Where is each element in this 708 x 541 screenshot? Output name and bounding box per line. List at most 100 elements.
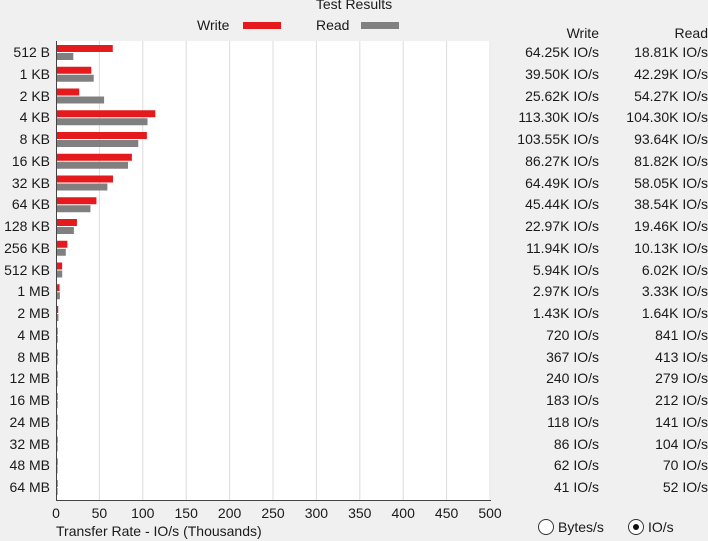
y-tick-label: 32 KB xyxy=(11,174,50,191)
x-tick-label: 350 xyxy=(348,505,372,521)
write-value: 103.55K IO/s xyxy=(517,131,599,147)
read-value: 212 IO/s xyxy=(655,392,708,408)
write-value: 25.62K IO/s xyxy=(525,87,599,104)
read-bar xyxy=(57,466,58,474)
read-bar xyxy=(57,96,105,104)
write-value: 39.50K IO/s xyxy=(525,65,599,82)
y-tick-label: 1 KB xyxy=(19,65,50,82)
write-bar xyxy=(57,349,58,357)
write-bar xyxy=(57,306,59,313)
io-per-second-radio[interactable]: IO/s xyxy=(628,518,674,536)
write-bar xyxy=(57,262,63,270)
write-value: 64.25K IO/s xyxy=(525,44,599,60)
write-value: 1.43K IO/s xyxy=(532,305,599,321)
write-value: 5.94K IO/s xyxy=(532,261,599,278)
y-tick-label: 32 MB xyxy=(9,435,50,452)
read-value: 413 IO/s xyxy=(655,348,708,365)
bytes-per-second-radio[interactable]: Bytes/s xyxy=(538,518,604,536)
write-column-header: Write xyxy=(566,25,599,41)
write-bar xyxy=(57,132,147,139)
read-bar xyxy=(57,161,129,169)
read-bar xyxy=(57,292,60,300)
y-tick-label: 512 KB xyxy=(4,261,50,278)
io-per-second-label: IO/s xyxy=(648,519,674,535)
legend-read-label: Read xyxy=(316,17,350,33)
read-value: 3.33K IO/s xyxy=(641,283,708,300)
write-bar xyxy=(57,436,58,444)
write-bar xyxy=(57,371,58,379)
write-value: 183 IO/s xyxy=(546,392,599,408)
read-value: 54.27K IO/s xyxy=(634,87,708,104)
read-bar xyxy=(57,248,66,256)
x-tick-label: 150 xyxy=(174,505,198,521)
x-tick-label: 200 xyxy=(217,505,242,521)
x-axis-label: Transfer Rate - IO/s (Thousands) xyxy=(56,523,262,539)
legend-read-swatch xyxy=(361,22,399,29)
write-bar xyxy=(57,240,68,248)
x-tick-label: 50 xyxy=(91,505,108,521)
read-value: 841 IO/s xyxy=(655,326,708,343)
write-bar xyxy=(57,175,113,183)
write-value: 22.97K IO/s xyxy=(525,218,599,234)
read-bar xyxy=(57,401,58,408)
read-value: 52 IO/s xyxy=(662,479,708,495)
y-tick-label: 4 MB xyxy=(17,326,50,343)
y-tick-label: 4 KB xyxy=(19,109,50,126)
read-bar xyxy=(57,227,74,234)
write-bar xyxy=(57,45,113,52)
read-bar xyxy=(57,335,58,343)
read-bar xyxy=(57,74,94,82)
write-value: 11.94K IO/s xyxy=(526,239,599,256)
write-bar xyxy=(57,197,97,205)
io-per-second-radio-circle[interactable] xyxy=(628,519,644,535)
write-value: 240 IO/s xyxy=(546,370,599,387)
read-bar xyxy=(57,422,58,430)
write-value: 45.44K IO/s xyxy=(525,196,599,213)
read-value: 58.05K IO/s xyxy=(634,174,708,191)
read-value: 18.81K IO/s xyxy=(634,44,708,60)
read-value: 279 IO/s xyxy=(655,370,708,387)
read-bar xyxy=(57,53,74,60)
read-bar xyxy=(57,183,108,191)
write-value: 64.49K IO/s xyxy=(525,174,599,191)
y-tick-label: 12 MB xyxy=(9,370,50,387)
bytes-per-second-radio-circle[interactable] xyxy=(538,519,554,535)
read-column-header: Read xyxy=(674,25,708,41)
legend-write-swatch xyxy=(243,22,281,29)
y-tick-label: 16 MB xyxy=(9,392,50,408)
read-bar xyxy=(57,270,63,278)
x-tick-label: 500 xyxy=(478,505,502,521)
y-tick-label: 64 KB xyxy=(11,196,50,213)
write-value: 113.30K IO/s xyxy=(518,109,599,126)
write-bar xyxy=(57,219,77,226)
write-bar xyxy=(57,393,58,400)
write-value: 41 IO/s xyxy=(553,479,599,495)
legend-write-label: Write xyxy=(197,17,230,33)
read-value: 42.29K IO/s xyxy=(634,65,708,82)
read-value: 1.64K IO/s xyxy=(641,305,708,321)
read-value: 141 IO/s xyxy=(655,413,708,430)
write-bar xyxy=(57,327,58,335)
y-tick-label: 8 MB xyxy=(17,348,50,365)
read-bar xyxy=(57,488,58,495)
read-bar xyxy=(57,314,59,321)
y-tick-label: 2 MB xyxy=(17,305,50,321)
read-bar xyxy=(57,357,58,365)
write-value: 118 IO/s xyxy=(547,413,599,430)
bytes-per-second-label: Bytes/s xyxy=(558,519,604,535)
write-value: 86.27K IO/s xyxy=(525,152,599,169)
x-tick-label: 300 xyxy=(304,505,329,521)
write-bar xyxy=(57,88,80,96)
read-bar xyxy=(57,379,58,387)
write-value: 2.97K IO/s xyxy=(532,283,599,300)
read-value: 10.13K IO/s xyxy=(634,239,708,256)
write-value: 62 IO/s xyxy=(553,457,599,474)
read-value: 38.54K IO/s xyxy=(634,196,708,213)
y-tick-label: 48 MB xyxy=(9,457,50,474)
write-bar xyxy=(57,153,132,161)
y-tick-label: 128 KB xyxy=(4,218,50,234)
y-tick-label: 16 KB xyxy=(11,152,50,169)
write-bar xyxy=(57,458,58,466)
read-value: 93.64K IO/s xyxy=(634,131,708,147)
read-value: 104 IO/s xyxy=(655,435,708,452)
